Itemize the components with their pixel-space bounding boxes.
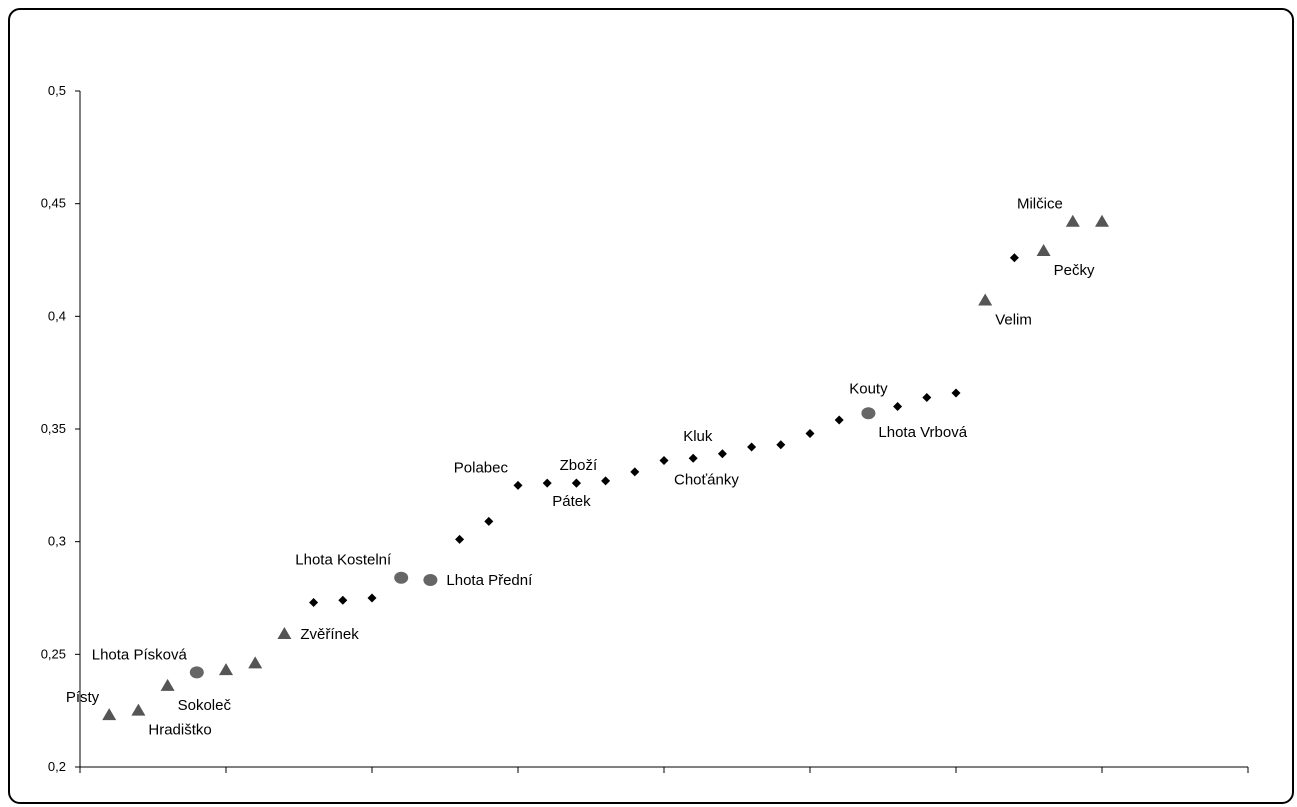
triangle-point [219, 663, 233, 676]
diamond-point [455, 534, 465, 544]
point-label: Velim [995, 312, 1032, 329]
triangle-point [1036, 243, 1051, 256]
triangle-point [102, 708, 117, 721]
diamond-point [893, 401, 903, 411]
diamond-point [747, 442, 757, 452]
point-label: Písty [66, 689, 100, 706]
point-label: Pečky [1054, 262, 1095, 279]
diamond-point [1009, 253, 1019, 263]
triangle-point [131, 703, 146, 716]
point-label: Hradištko [148, 722, 211, 739]
diamond-point [601, 476, 611, 486]
y-tick-label: 0,25 [41, 646, 66, 661]
circle-point [394, 571, 409, 584]
diamond-point [338, 595, 348, 605]
diamond-point [688, 453, 698, 463]
diamond-point [542, 478, 552, 488]
diamond-point [776, 440, 786, 450]
diamond-point [834, 415, 844, 425]
y-tick-label: 0,4 [48, 308, 66, 323]
point-label: Lhota Vrbová [878, 424, 967, 441]
point-label: Lhota Přední [446, 572, 533, 589]
point-label: Lhota Kostelní [295, 552, 392, 569]
diamond-point [571, 478, 581, 488]
point-label: Zboží [560, 457, 598, 474]
diamond-point [805, 429, 815, 439]
y-tick-label: 0,5 [48, 83, 66, 98]
point-label: Sokoleč [178, 697, 232, 714]
point-label: Kouty [849, 380, 888, 397]
triangle-point [978, 293, 993, 306]
y-tick-label: 0,3 [48, 534, 66, 549]
diamond-point [484, 516, 494, 526]
triangle-point [160, 678, 175, 691]
point-label: Lhota Písková [92, 646, 188, 663]
y-tick-label: 0,2 [48, 759, 66, 774]
point-label: Kluk [683, 428, 713, 445]
point-label: Zvěřínek [300, 626, 359, 643]
data-points [102, 214, 1109, 721]
diamond-point [659, 456, 669, 466]
diamond-point [630, 467, 640, 477]
diamond-point [309, 598, 319, 608]
point-label: Pátek [552, 493, 591, 510]
diamond-point [951, 388, 961, 398]
triangle-point [1065, 214, 1080, 227]
point-label: Milčice [1017, 196, 1063, 213]
triangle-point [1095, 214, 1109, 227]
axes: 0,2 0,25 0,3 0,35 0,4 0,45 0,5 [41, 83, 1249, 774]
circle-point [423, 573, 438, 586]
diamond-point [717, 449, 727, 459]
point-label: Choťánky [674, 472, 739, 489]
diamond-point [367, 593, 377, 603]
point-labels: Písty Hradištko Sokoleč Zvěřínek Velim Pečky M… [66, 196, 1095, 739]
circle-point [189, 666, 204, 679]
circle-point [861, 407, 876, 420]
y-tick-label: 0,45 [41, 196, 66, 211]
triangle-point [277, 627, 292, 640]
diamond-point [513, 480, 523, 490]
y-tick-label: 0,35 [41, 421, 66, 436]
point-label: Polabec [454, 459, 509, 476]
triangle-point [248, 656, 263, 669]
diamond-point [922, 392, 932, 402]
